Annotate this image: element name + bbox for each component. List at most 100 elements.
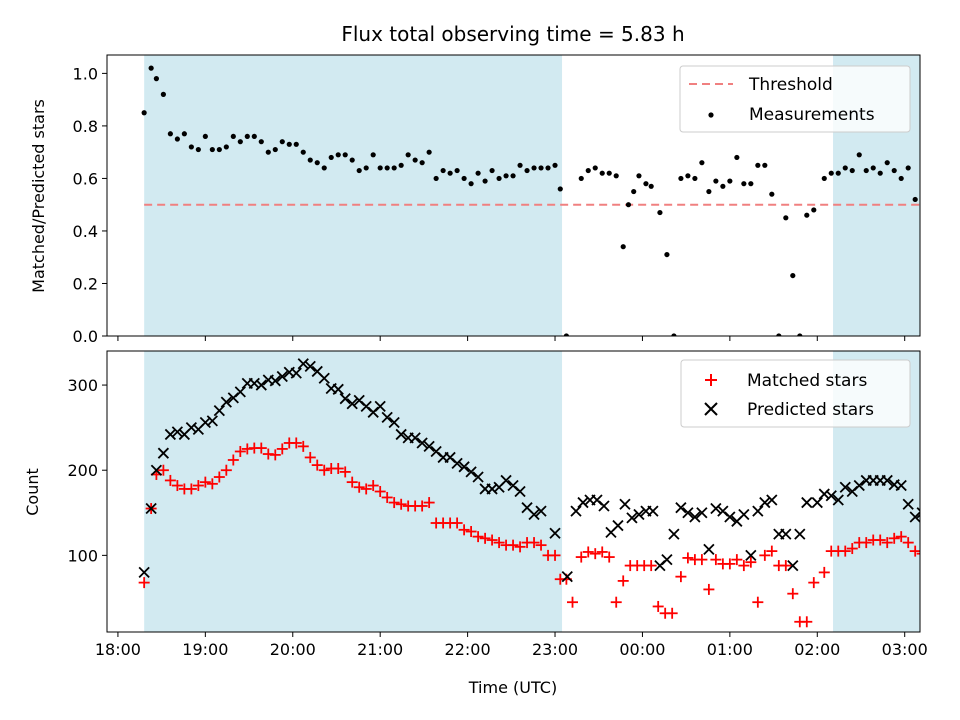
measurement-point — [928, 333, 933, 338]
matched-stars-point — [472, 531, 484, 543]
matched-stars-point — [535, 539, 547, 551]
measurement-point — [856, 152, 862, 158]
measurement-point — [419, 160, 425, 166]
matched-stars-point — [710, 554, 722, 566]
measurement-point — [648, 183, 654, 189]
measurement-point — [384, 165, 390, 171]
matched-stars-point — [941, 611, 952, 622]
measurement-point — [496, 175, 502, 182]
measurement-point — [377, 165, 383, 171]
predicted-stars-point — [682, 507, 694, 519]
measurement-point — [592, 165, 598, 171]
matched-stars-point — [922, 571, 933, 582]
matched-stars-point — [213, 471, 225, 483]
matched-stars-point — [185, 483, 197, 495]
matched-stars-point — [381, 491, 393, 503]
x-tick-label: 20:00 — [270, 640, 316, 659]
predicted-stars-point — [549, 527, 561, 539]
predicted-stars-point — [138, 566, 150, 579]
predicted-stars-point — [619, 498, 631, 510]
measurement-point — [727, 178, 733, 184]
matched-stars-point — [220, 464, 232, 476]
predicted-stars-point — [668, 528, 680, 540]
matched-stars-point — [780, 560, 792, 572]
measurement-point — [209, 146, 215, 153]
predicted-stars-point — [409, 432, 421, 444]
matched-stars-point — [332, 463, 344, 475]
matched-stars-point — [507, 539, 519, 551]
matched-stars-point — [645, 560, 657, 572]
predicted-stars-point — [825, 490, 837, 502]
x-tick-label: 01:00 — [707, 640, 753, 659]
matched-stars-point — [682, 552, 694, 564]
matched-stars-point — [171, 480, 183, 492]
matched-stars-point — [458, 524, 470, 536]
measurement-point — [835, 170, 841, 176]
measurement-point — [468, 181, 474, 187]
matched-stars-point — [881, 537, 893, 549]
measurement-point — [613, 173, 619, 179]
measurement-point — [272, 146, 278, 153]
measurement-point — [244, 133, 250, 140]
measurement-point — [363, 165, 369, 171]
matched-stars-point — [839, 545, 851, 557]
x-tick-label: 23:00 — [532, 640, 578, 659]
matched-stars-point — [297, 440, 309, 452]
measurement-point — [188, 144, 194, 150]
x-tick-label: 02:00 — [794, 640, 840, 659]
matched-stars-point — [192, 480, 204, 492]
measurement-point — [503, 173, 509, 179]
legend-measurements-label: Measurements — [749, 105, 875, 125]
predicted-stars-point — [881, 474, 893, 487]
predicted-stars-point — [269, 375, 281, 387]
predicted-stars-point — [703, 543, 715, 556]
predicted-stars-point — [318, 372, 330, 384]
predicted-stars-point — [276, 370, 288, 383]
predicted-stars-point — [213, 404, 225, 417]
predicted-stars-point — [853, 479, 865, 492]
measurement-point — [153, 76, 159, 82]
matched-stars-point — [818, 566, 830, 578]
predicted-stars-point — [633, 508, 645, 521]
matched-stars-point — [423, 497, 435, 509]
matched-stars-point — [874, 534, 886, 546]
measurement-point — [563, 333, 569, 336]
measurement-point — [356, 167, 362, 174]
predicted-stars-point — [794, 528, 806, 540]
predicted-stars-point — [661, 553, 673, 566]
measurement-point — [776, 333, 782, 336]
matched-stars-point — [696, 554, 708, 566]
legend-matched-label: Matched stars — [747, 371, 867, 391]
measurement-point — [762, 162, 768, 168]
measurement-point — [237, 139, 243, 145]
matched-stars-point — [486, 534, 498, 546]
predicted-stars-point — [388, 416, 400, 429]
measurement-point — [552, 162, 558, 168]
predicted-stars-point — [339, 393, 351, 405]
measurement-point — [475, 170, 481, 176]
measurement-point — [370, 152, 376, 158]
measurement-point — [279, 139, 285, 145]
x-axis-label: Time (UTC) — [468, 678, 557, 697]
measurement-point — [447, 170, 453, 176]
measurement-point — [286, 141, 292, 147]
matched-stars-point — [311, 459, 323, 471]
matched-stars-point — [948, 611, 959, 622]
predicted-stars-point — [780, 528, 792, 540]
measurement-point — [314, 160, 320, 166]
measurement-point — [426, 149, 432, 155]
x-tick-label: 00:00 — [619, 640, 665, 659]
matched-stars-point — [227, 454, 239, 466]
measurement-point — [664, 251, 670, 258]
predicted-stars-point — [724, 511, 736, 523]
predicted-stars-point — [381, 411, 393, 424]
measurement-point — [342, 152, 348, 158]
predicted-stars-point — [514, 485, 526, 498]
measurement-point — [891, 167, 897, 174]
predicted-stars-point — [472, 471, 484, 483]
measurement-point — [307, 157, 313, 163]
measurement-point — [625, 202, 632, 208]
measurement-point — [955, 333, 960, 338]
measurement-point — [578, 175, 584, 182]
matched-stars-point — [138, 577, 150, 589]
